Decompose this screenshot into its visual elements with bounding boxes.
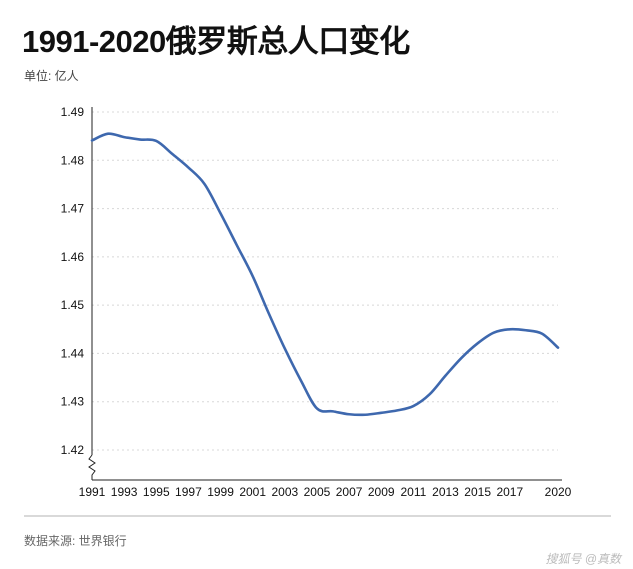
watermark: 搜狐号 @真数 [545,552,621,566]
data-point [139,138,141,140]
x-tick-label: 2013 [432,485,459,499]
data-point [91,139,93,141]
x-tick-label: 1995 [143,485,170,499]
data-point [268,312,270,314]
data-point [332,410,334,412]
x-tick-label: 1997 [175,485,202,499]
y-tick-label: 1.46 [61,250,85,264]
chart-title: 1991-2020俄罗斯总人口变化 [22,24,410,59]
data-point [557,346,559,348]
x-tick-label: 1993 [111,485,138,499]
x-tick-label: 1999 [207,485,234,499]
data-point [235,244,237,246]
y-tick-label: 1.42 [61,443,85,457]
data-point [171,153,173,155]
data-point [300,379,302,381]
data-point [476,342,478,344]
data-point [219,212,221,214]
data-point [509,328,511,330]
data-point [396,409,398,411]
data-point [284,347,286,349]
data-point [107,133,109,135]
x-tick-label: 2017 [496,485,523,499]
population-series-line [90,132,560,417]
data-point [541,332,543,334]
data-point [460,357,462,359]
x-tick-label: 2003 [271,485,298,499]
x-tick-label: 2007 [336,485,363,499]
data-point [316,407,318,409]
y-tick-label: 1.43 [61,395,85,409]
y-tick-label: 1.47 [61,202,85,216]
data-point [155,140,157,142]
y-tick-label: 1.45 [61,298,85,312]
data-point [525,329,527,331]
data-point [493,331,495,333]
y-tick-label: 1.44 [61,346,85,360]
data-point [444,374,446,376]
unit-label: 单位: 亿人 [24,69,79,83]
x-tick-label: 1991 [79,485,106,499]
x-tick-label: 2001 [239,485,266,499]
line-chart: 1.42 1.43 1.44 1.45 1.46 1.47 1.48 1.49 1991 1993… [61,105,572,499]
data-point [187,166,189,168]
x-tick-label: 2005 [304,485,331,499]
axis-break-icon [88,454,96,480]
y-tick-label: 1.49 [61,105,85,119]
x-tick-label: 2009 [368,485,395,499]
data-point [203,183,205,185]
source-divider [24,515,611,517]
data-point [364,414,366,416]
data-point [412,405,414,407]
x-tick-label: 2015 [464,485,491,499]
data-point [380,412,382,414]
data-point [428,393,430,395]
data-point [123,136,125,138]
x-tick-label: 2011 [400,485,426,499]
x-tick-label: 2020 [545,485,572,499]
source-label: 数据来源: 世界银行 [24,534,127,548]
y-tick-label: 1.48 [61,153,85,167]
data-point [251,275,253,277]
data-point [348,413,350,415]
